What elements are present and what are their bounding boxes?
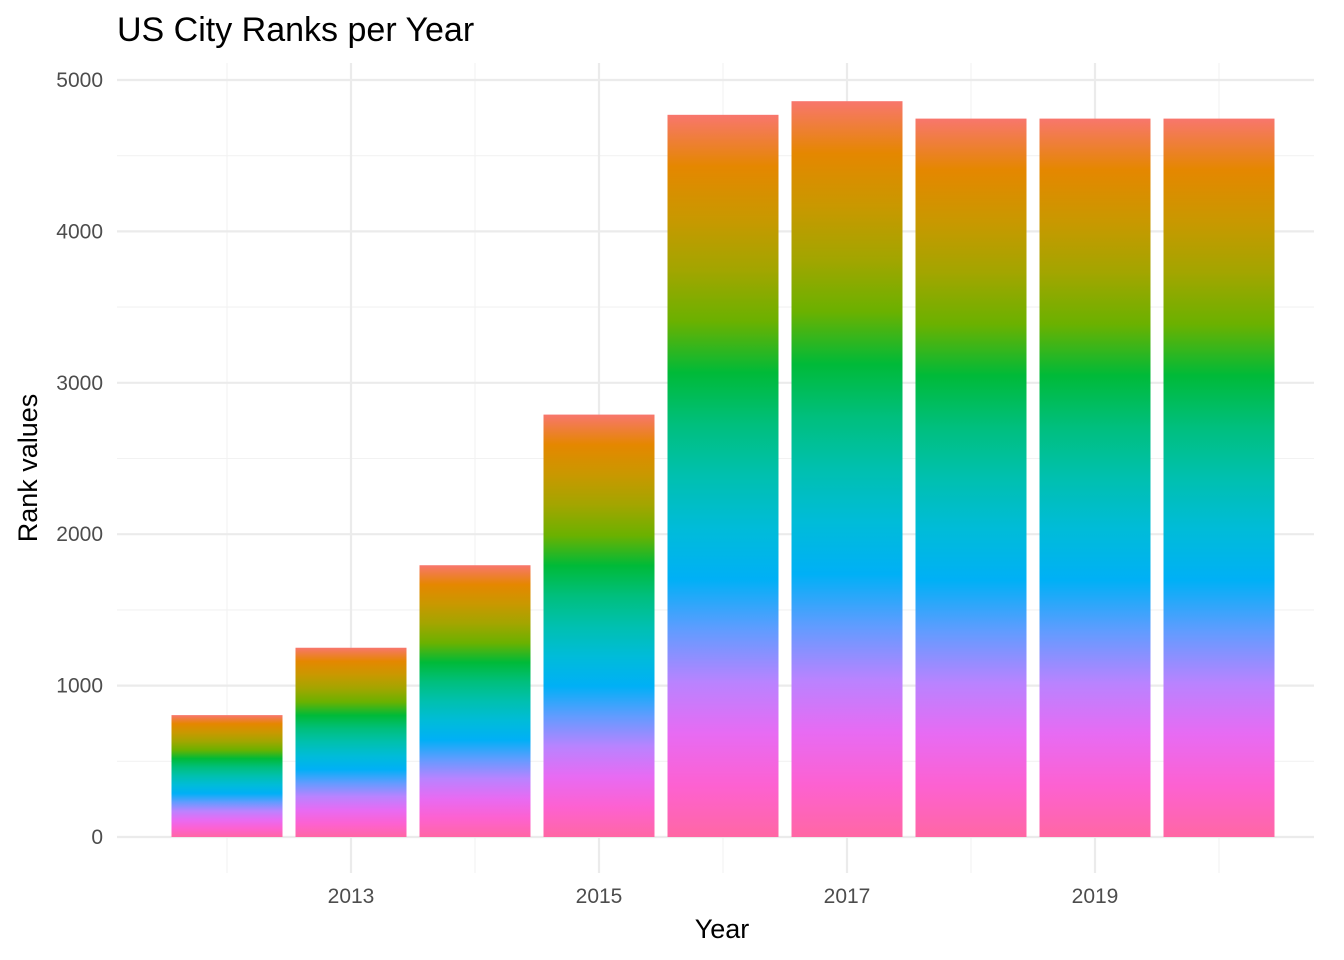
x-tick-label: 2017 xyxy=(824,885,871,908)
bar-2013 xyxy=(295,647,407,837)
y-tick-label: 3000 xyxy=(56,372,103,395)
y-tick-label: 5000 xyxy=(56,69,103,92)
x-axis-ticks: 2013 2015 2017 2019 xyxy=(328,885,1119,908)
x-tick-label: 2019 xyxy=(1072,885,1119,908)
bar-2012 xyxy=(171,715,283,837)
y-tick-label: 0 xyxy=(91,826,103,849)
bar-2014 xyxy=(419,565,531,837)
bars xyxy=(171,101,1275,838)
y-axis-title: Rank values xyxy=(13,394,43,543)
bar-2019 xyxy=(1039,118,1151,838)
x-axis-title: Year xyxy=(695,914,750,944)
x-tick-label: 2015 xyxy=(576,885,623,908)
x-tick-label: 2013 xyxy=(328,885,375,908)
bar-2016 xyxy=(667,114,779,837)
chart-title: US City Ranks per Year xyxy=(117,11,474,49)
bar-2018 xyxy=(915,118,1027,838)
y-tick-label: 2000 xyxy=(56,523,103,546)
y-tick-label: 1000 xyxy=(56,675,103,698)
bar-2017 xyxy=(791,101,903,838)
bar-2020 xyxy=(1163,118,1275,838)
y-tick-label: 4000 xyxy=(56,220,103,243)
bar-2015 xyxy=(543,414,655,837)
y-axis-ticks: 0 1000 2000 3000 4000 5000 xyxy=(56,69,103,849)
